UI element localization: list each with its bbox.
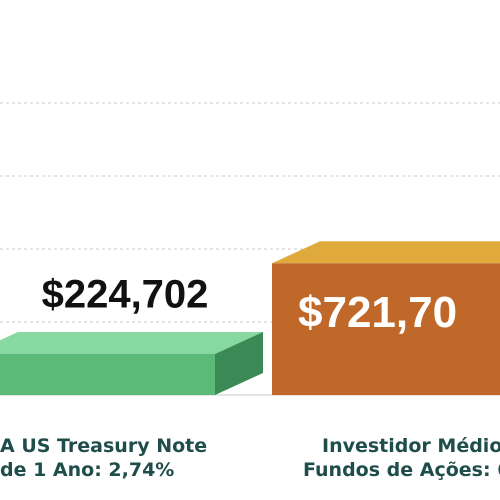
x-tick-label: de 1 Ano: 2,74% — [0, 459, 174, 481]
x-tick-label: Investidor Médio — [322, 435, 500, 457]
bar-top — [272, 241, 500, 264]
bar — [272, 263, 500, 395]
x-tick-label: Fundos de Ações: 6 — [303, 459, 500, 481]
bar-side — [215, 331, 263, 395]
bar-top — [0, 331, 263, 354]
x-tick-label: A US Treasury Note — [0, 435, 207, 457]
value-label: $721,70 — [298, 288, 457, 337]
bar — [0, 353, 215, 395]
value-label: $224,702 — [42, 273, 209, 317]
